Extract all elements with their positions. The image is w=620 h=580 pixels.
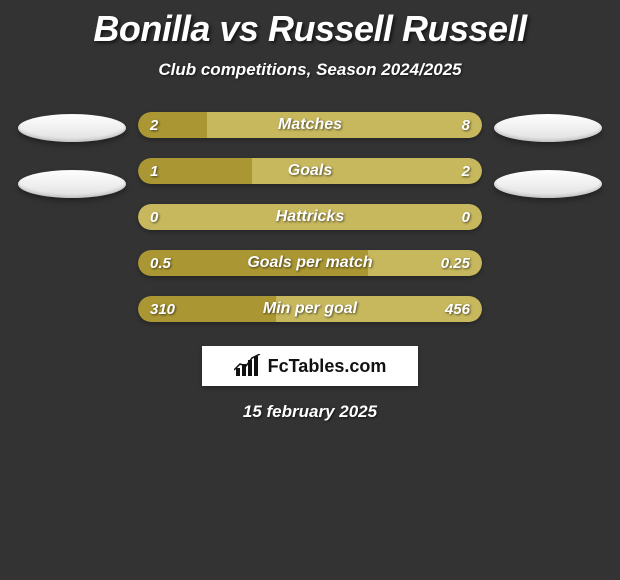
player1-avatar-2 [18, 170, 126, 198]
stat-bar: 12Goals [138, 158, 482, 184]
branding-text: FcTables.com [268, 356, 387, 377]
stat-bars: 28Matches 12Goals 00Hattricks 0.50.25Goals … [138, 112, 482, 322]
stat-label: Min per goal [138, 296, 482, 322]
stat-label: Goals [138, 158, 482, 184]
right-avatar-column [494, 112, 602, 198]
stat-label: Goals per match [138, 250, 482, 276]
comparison-panel: 28Matches 12Goals 00Hattricks 0.50.25Goals … [0, 112, 620, 322]
page-subtitle: Club competitions, Season 2024/2025 [0, 60, 620, 80]
player2-avatar-1 [494, 114, 602, 142]
stat-bar: 28Matches [138, 112, 482, 138]
page-title: Bonilla vs Russell Russell [0, 0, 620, 50]
date-label: 15 february 2025 [0, 402, 620, 422]
stat-label: Matches [138, 112, 482, 138]
bar-chart-icon [234, 354, 262, 378]
left-avatar-column [18, 112, 126, 198]
player2-avatar-2 [494, 170, 602, 198]
player1-avatar-1 [18, 114, 126, 142]
stat-bar: 00Hattricks [138, 204, 482, 230]
stat-bar: 310456Min per goal [138, 296, 482, 322]
stat-label: Hattricks [138, 204, 482, 230]
branding-badge: FcTables.com [202, 346, 418, 386]
stat-bar: 0.50.25Goals per match [138, 250, 482, 276]
